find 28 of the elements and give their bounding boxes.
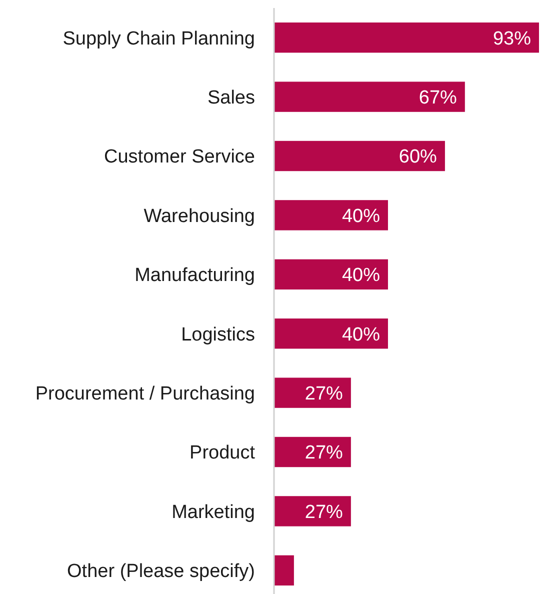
bar [274,378,351,408]
y-tick-label: Manufacturing [134,265,255,286]
bar [274,22,539,53]
y-tick-label: Product [190,442,256,464]
bar [274,140,445,172]
data-label: 40% [342,324,380,346]
y-tick-label: Customer Service [104,146,255,168]
y-tick-label: Sales [207,87,255,108]
bar [274,200,388,230]
bar [274,82,465,112]
y-tick-label: Marketing [172,502,255,523]
bar [274,555,294,586]
data-label: 67% [418,87,458,108]
y-tick-label: Procurement / Purchasing [35,383,255,404]
data-label: 93% [492,28,532,50]
y-tick-label: Other (Please specify) [67,561,255,582]
bar [274,259,388,290]
y-tick-label: Warehousing [144,206,255,227]
data-label: 27% [304,383,344,404]
y-tick-label: Supply Chain Planning [62,28,255,50]
bar [274,496,351,526]
data-label: 27% [304,442,344,464]
y-tick-label: Logistics [181,324,255,346]
bar [274,318,388,349]
data-label: 40% [342,265,380,286]
data-label: 40% [342,206,380,227]
data-label: 27% [304,502,344,523]
data-label: 60% [398,146,438,168]
